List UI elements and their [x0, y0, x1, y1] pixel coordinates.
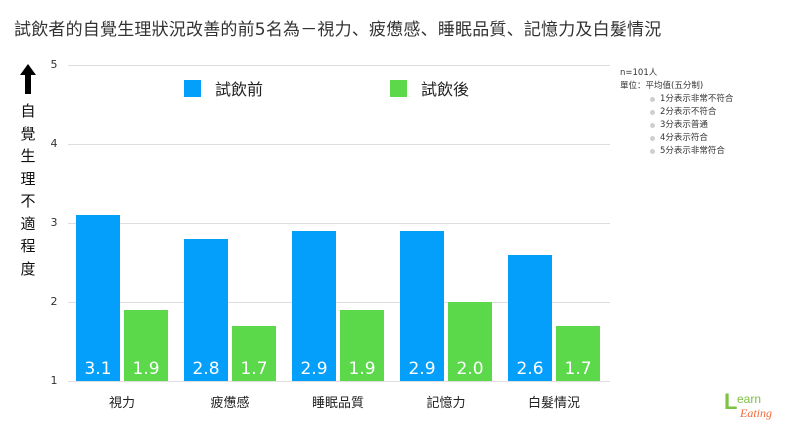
y-axis-label-char: 理 [20, 169, 36, 188]
y-axis-label-char: 生 [20, 147, 36, 165]
learn-eating-logo: L earn Eating [722, 389, 778, 425]
logo-eating: Eating [740, 406, 772, 420]
y-tick-label: 3 [50, 216, 58, 229]
gridline [68, 381, 610, 382]
logo-earn: earn [737, 392, 762, 406]
x-category-label: 視力 [108, 396, 135, 411]
y-tick-label: 5 [50, 58, 58, 71]
scale-item: 5分表示非常符合 [650, 145, 733, 158]
scale-item: 4分表示符合 [650, 132, 733, 145]
x-category-label: 白髮情況 [527, 396, 580, 411]
y-axis-label-char: 程 [20, 237, 36, 255]
bar-value-label: 1.7 [240, 358, 268, 379]
scale-item: 2分表示不符合 [650, 106, 733, 119]
legend-label: 試飲前 [215, 80, 264, 99]
x-category-label: 疲憊感 [210, 396, 250, 411]
x-category-label: 記憶力 [426, 396, 466, 411]
scale-list: 1分表示非常不符合 2分表示不符合 3分表示普通 4分表示符合 5分表示非常符合 [620, 93, 733, 158]
chart-note: n=101人 單位：平均值(五分制) 1分表示非常不符合 2分表示不符合 3分表示普… [620, 67, 733, 158]
gridline [68, 144, 610, 145]
gridline [68, 302, 610, 303]
y-axis-label-char: 覺 [20, 124, 36, 143]
up-arrow-icon [20, 64, 36, 94]
bar-value-label: 2.8 [192, 358, 220, 379]
unit-label: 單位：平均值(五分制) [620, 81, 704, 91]
bar-value-label: 2.9 [408, 358, 436, 379]
y-axis-label-char: 適 [20, 214, 36, 233]
chart-title: 試飲者的自覺生理狀況改善的前5名為－視力、疲憊感、睡眠品質、記憶力及白髮情況 [14, 20, 662, 40]
legend-item: 試飲前 [184, 76, 263, 100]
y-tick-label: 2 [50, 295, 58, 308]
bar-value-label: 3.1 [84, 358, 112, 379]
y-axis-label-char: 自 [20, 102, 36, 120]
bar-value-label: 1.9 [348, 358, 376, 379]
bar-before: 3.1 [76, 215, 120, 381]
legend-label: 試飲後 [421, 80, 470, 99]
bar-after: 1.9 [340, 309, 384, 381]
bar-after: 1.7 [232, 325, 276, 381]
sample-size: n=101人 [620, 68, 658, 78]
bar-after: 1.7 [556, 325, 600, 381]
scale-item: 1分表示非常不符合 [650, 93, 733, 106]
bar-after: 1.9 [124, 309, 168, 381]
bar-value-label: 2.0 [456, 359, 484, 379]
legend-swatch [390, 79, 407, 97]
bar-value-label: 1.7 [564, 358, 592, 379]
legend-item: 試飲後 [390, 76, 469, 100]
legend-swatch [184, 79, 201, 97]
y-axis-label-char: 不 [20, 192, 36, 210]
bar-value-label: 2.9 [300, 358, 328, 379]
bar-before: 2.6 [508, 254, 552, 381]
logo-letter: L [724, 389, 738, 414]
bar-value-label: 2.6 [516, 358, 544, 379]
bar-value-label: 1.9 [132, 358, 160, 379]
bar-before: 2.9 [400, 230, 444, 381]
x-category-label: 睡眠品質 [311, 396, 364, 411]
gridline [68, 65, 610, 66]
y-axis-label-char: 度 [20, 259, 36, 278]
y-axis-label: 自覺生理不適程度 [18, 100, 38, 280]
bar-before: 2.8 [184, 238, 228, 381]
gridline [68, 223, 610, 224]
y-tick-label: 1 [50, 374, 58, 387]
scale-item: 3分表示普通 [650, 119, 733, 132]
bar-before: 2.9 [292, 230, 336, 381]
bar-after: 2.0 [448, 302, 492, 381]
y-tick-label: 4 [50, 137, 58, 150]
